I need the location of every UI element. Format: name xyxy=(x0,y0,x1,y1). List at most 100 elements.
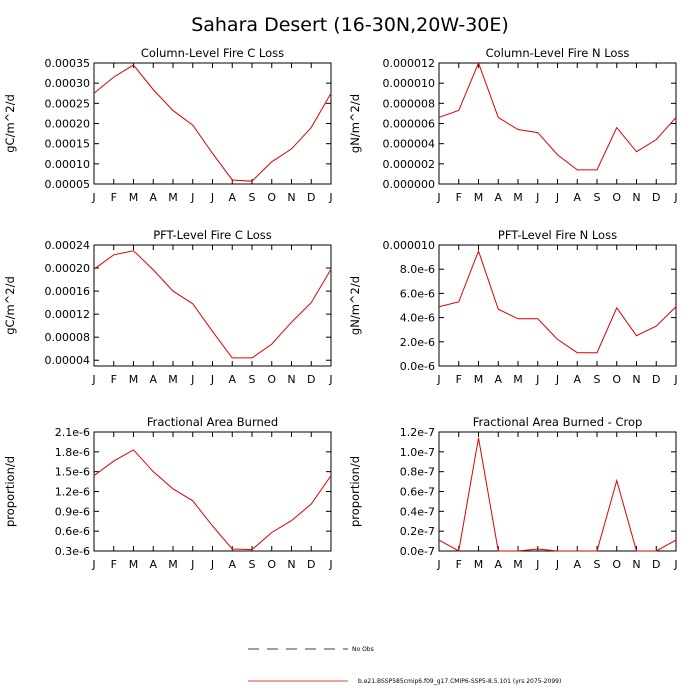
y-axis-label: proportion/d xyxy=(3,456,17,527)
y-tick-label: 6.0e-6 xyxy=(400,287,435,300)
plot-frame xyxy=(93,62,332,185)
y-tick-label: 0.00016 xyxy=(45,285,91,298)
y-tick-label: 0.00008 xyxy=(45,331,91,344)
x-tick-label: A xyxy=(494,558,502,571)
x-tick-label: M xyxy=(474,373,484,386)
x-tick-label: O xyxy=(612,373,621,386)
x-tick-label: J xyxy=(328,373,332,386)
y-tick-label: 0.00015 xyxy=(45,138,91,151)
x-tick-label: S xyxy=(249,558,256,571)
y-tick-label: 0.00012 xyxy=(45,308,91,321)
y-tick-label: 0.00005 xyxy=(45,178,91,191)
legend: No Obs b.e21.BSSP585cmip6.f09_g17.CMIP6-… xyxy=(248,646,561,685)
x-tick-label: M xyxy=(513,558,523,571)
series-line xyxy=(93,250,332,359)
x-tick-label: M xyxy=(129,558,139,571)
x-tick-label: J xyxy=(535,191,539,204)
x-tick-label: J xyxy=(210,558,214,571)
chart-panel-1: Column-Level Fire C Loss gC/m^2/d 0.00005 0… xyxy=(3,46,333,204)
y-tick-label: 0.00024 xyxy=(45,239,91,252)
plot-frame xyxy=(438,244,677,367)
plot-frame xyxy=(438,431,677,552)
y-axis-label: gC/m^2/d xyxy=(3,276,17,335)
x-tick-label: J xyxy=(535,558,539,571)
y-tick-label: 0.8e-7 xyxy=(400,466,435,479)
x-tick-label: O xyxy=(267,191,276,204)
y-tick-label: 2.0e-6 xyxy=(400,336,435,349)
x-tick-label: A xyxy=(228,191,236,204)
y-tick-label: 1.2e-6 xyxy=(55,486,90,499)
x-tick-label: F xyxy=(111,191,117,204)
x-tick-label: O xyxy=(267,373,276,386)
x-tick-label: F xyxy=(456,558,462,571)
x-tick-label: A xyxy=(573,558,581,571)
x-tick-label: J xyxy=(673,373,677,386)
y-tick-label: 0.000010 xyxy=(383,239,436,252)
y-tick-label: 1.8e-6 xyxy=(55,446,90,459)
x-tick-label: M xyxy=(474,558,484,571)
x-tick-label: A xyxy=(149,558,157,571)
legend-obs-label: No Obs xyxy=(352,646,374,653)
series-line xyxy=(93,449,332,551)
x-tick-label: J xyxy=(555,558,559,571)
x-tick-label: M xyxy=(168,558,178,571)
panel-title: Fractional Area Burned xyxy=(147,415,278,429)
x-tick-label: D xyxy=(307,373,315,386)
x-tick-label: N xyxy=(632,191,640,204)
y-tick-label: 0.4e-7 xyxy=(400,505,435,518)
x-tick-label: A xyxy=(494,373,502,386)
y-axis-label: gC/m^2/d xyxy=(3,94,17,153)
y-tick-label: 0.000012 xyxy=(383,57,436,70)
x-tick-label: F xyxy=(111,558,117,571)
x-tick-label: J xyxy=(535,373,539,386)
x-tick-label: J xyxy=(555,373,559,386)
plot-frame xyxy=(93,431,332,552)
x-tick-label: S xyxy=(594,558,601,571)
x-tick-label: J xyxy=(91,373,95,386)
chart-panel-4: PFT-Level Fire N Loss gN/m^2/d 0.0e-6 2.0e-… xyxy=(348,228,678,386)
y-tick-label: 0.00030 xyxy=(45,77,91,90)
series-line xyxy=(438,249,677,354)
x-tick-label: J xyxy=(436,373,440,386)
y-tick-label: 1.0e-7 xyxy=(400,446,435,459)
panels-group: Column-Level Fire C Loss gC/m^2/d 0.00005 0… xyxy=(3,46,678,571)
y-tick-label: 0.00035 xyxy=(45,57,91,70)
plot-frame xyxy=(438,62,677,185)
x-tick-label: J xyxy=(190,373,194,386)
panel-title: PFT-Level Fire N Loss xyxy=(498,228,617,242)
y-tick-label: 0.0e-7 xyxy=(400,545,435,558)
x-tick-label: N xyxy=(287,191,295,204)
x-tick-label: M xyxy=(168,191,178,204)
x-tick-label: N xyxy=(287,373,295,386)
x-tick-label: J xyxy=(555,191,559,204)
x-tick-label: J xyxy=(210,191,214,204)
y-tick-label: 4.0e-6 xyxy=(400,312,435,325)
y-tick-label: 0.000006 xyxy=(383,118,436,131)
y-axis-label: gN/m^2/d xyxy=(348,276,362,335)
series-line xyxy=(438,437,677,552)
x-tick-label: A xyxy=(228,373,236,386)
chart-panel-5: Fractional Area Burned proportion/d 0.3e-6… xyxy=(3,415,333,571)
x-tick-label: J xyxy=(673,191,677,204)
x-tick-label: S xyxy=(594,373,601,386)
panel-title: Fractional Area Burned - Crop xyxy=(473,415,643,429)
x-tick-label: J xyxy=(328,558,332,571)
y-tick-label: 0.000008 xyxy=(383,97,436,110)
x-tick-label: N xyxy=(632,373,640,386)
panel-title: Column-Level Fire N Loss xyxy=(486,46,630,60)
panel-title: PFT-Level Fire C Loss xyxy=(153,228,272,242)
x-tick-label: M xyxy=(129,191,139,204)
x-tick-label: M xyxy=(129,373,139,386)
y-axis-label: proportion/d xyxy=(348,456,362,527)
panel-title: Column-Level Fire C Loss xyxy=(141,46,284,60)
x-tick-label: A xyxy=(573,191,581,204)
x-tick-label: J xyxy=(91,191,95,204)
x-tick-label: A xyxy=(573,373,581,386)
x-tick-label: S xyxy=(249,191,256,204)
x-tick-label: F xyxy=(456,191,462,204)
y-tick-label: 0.000010 xyxy=(383,77,436,90)
x-tick-label: J xyxy=(210,373,214,386)
x-tick-label: J xyxy=(190,191,194,204)
y-tick-label: 0.00020 xyxy=(45,118,91,131)
